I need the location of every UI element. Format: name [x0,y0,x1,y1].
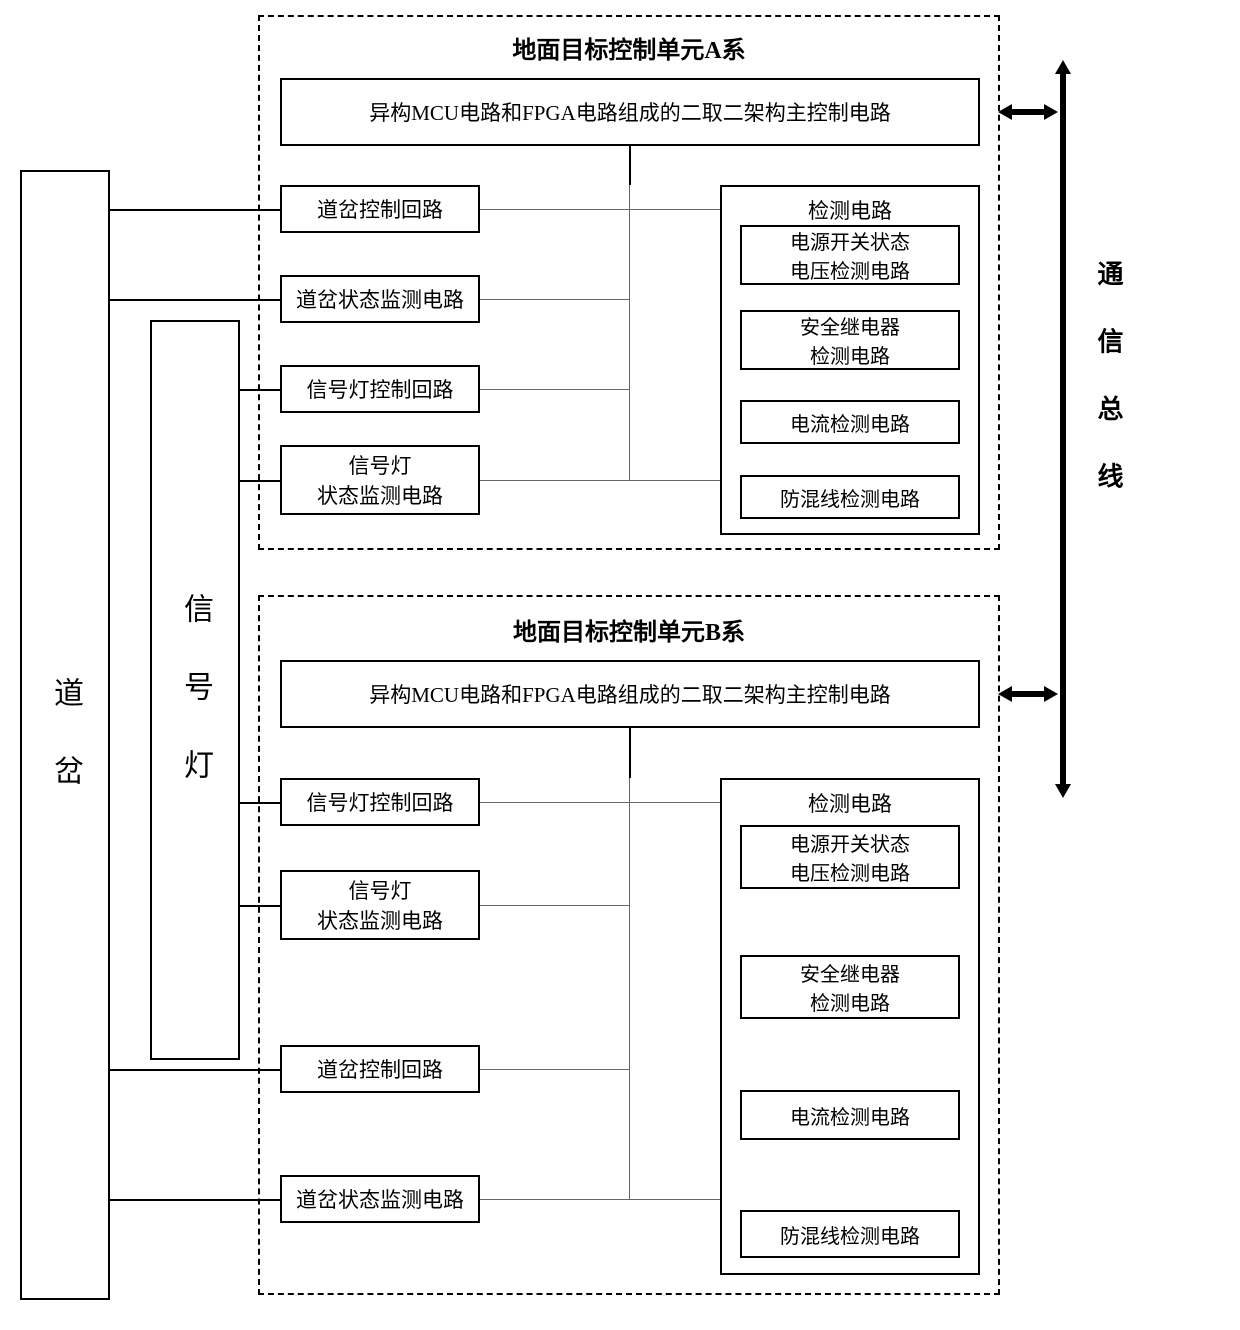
unit-b-block-3: 道岔状态监测电路 [280,1175,480,1223]
unit-a-block-2: 信号灯控制回路 [280,365,480,413]
conn-signal-a3 [240,480,280,482]
unit-b-main-ctrl: 异构MCU电路和FPGA电路组成的二取二架构主控制电路 [280,660,980,728]
conn-switch-a1 [110,299,280,301]
switch-label: 道 岔 [43,677,87,794]
unit-b-block-0: 信号灯控制回路 [280,778,480,826]
unit-b-detect-3-text: 防混线检测电路 [780,1220,920,1249]
unit-a-detect-0-text: 电源开关状态 电压检测电路 [790,226,910,284]
unit-a-detect-3: 防混线检测电路 [740,475,960,519]
conn-b-b2 [480,1069,630,1070]
conn-b-b3 [480,1199,720,1200]
unit-b-block-2-text: 道岔控制回路 [317,1054,443,1084]
unit-b-main-vline [629,728,631,778]
unit-a-block-3-text: 信号灯 状态监测电路 [317,450,443,510]
conn-b-b0 [480,802,720,803]
unit-a-block-0: 道岔控制回路 [280,185,480,233]
conn-a-b1 [480,299,630,300]
unit-a-detect-2-text: 电流检测电路 [790,408,910,437]
bus-b-arrow-body [1010,691,1046,697]
unit-a-detect-3-text: 防混线检测电路 [780,483,920,512]
unit-b-detect-0-text: 电源开关状态 电压检测电路 [790,828,910,886]
unit-b-block-2: 道岔控制回路 [280,1045,480,1093]
unit-b-block-1-text: 信号灯 状态监测电路 [317,875,443,935]
unit-a-detect-1-text: 安全继电器 检测电路 [800,311,900,369]
bus-label: 通 信 总 线 [1090,260,1127,497]
unit-a-block-0-text: 道岔控制回路 [317,194,443,224]
unit-a-block-1: 道岔状态监测电路 [280,275,480,323]
unit-b-title: 地面目标控制单元B系 [258,612,1000,647]
conn-switch-a0 [110,209,280,211]
unit-b-detect-2-text: 电流检测电路 [790,1101,910,1130]
unit-b-block-0-text: 信号灯控制回路 [307,787,454,817]
unit-b-detect-title: 检测电路 [808,788,892,818]
unit-a-detect-title: 检测电路 [808,195,892,225]
conn-switch-b2 [110,1069,280,1071]
unit-b-detect-1-text: 安全继电器 检测电路 [800,958,900,1016]
unit-a-block-2-text: 信号灯控制回路 [307,374,454,404]
unit-a-detect-0: 电源开关状态 电压检测电路 [740,225,960,285]
conn-signal-a2 [240,389,280,391]
unit-a-detect-2: 电流检测电路 [740,400,960,444]
conn-a-b0 [480,209,720,210]
unit-b-detect-3: 防混线检测电路 [740,1210,960,1258]
unit-b-block-1: 信号灯 状态监测电路 [280,870,480,940]
unit-b-detect-1: 安全继电器 检测电路 [740,955,960,1019]
signal-label: 信 号 灯 [173,593,217,788]
bus-b-arrow-right-icon [1044,686,1058,702]
unit-b-block-3-text: 道岔状态监测电路 [296,1184,464,1214]
bus-a-arrow-right-icon [1044,104,1058,120]
conn-b-b1 [480,905,630,906]
unit-a-title: 地面目标控制单元A系 [258,30,1000,65]
unit-a-detect-1: 安全继电器 检测电路 [740,310,960,370]
bus-vert-body [1060,73,1066,785]
conn-a-b3 [480,480,720,481]
unit-a-center-vline [629,185,630,480]
conn-a-b2 [480,389,630,390]
unit-b-detect-0: 电源开关状态 电压检测电路 [740,825,960,889]
unit-b-detect-2: 电流检测电路 [740,1090,960,1140]
conn-signal-b1 [240,905,280,907]
bus-arrow-down-icon [1055,784,1071,798]
bus-arrow-up-icon [1055,60,1071,74]
unit-a-main-vline [629,146,631,185]
conn-switch-b3 [110,1199,280,1201]
unit-a-block-1-text: 道岔状态监测电路 [296,284,464,314]
signal-box: 信 号 灯 [150,320,240,1060]
unit-b-main-ctrl-text: 异构MCU电路和FPGA电路组成的二取二架构主控制电路 [369,679,891,709]
switch-box: 道 岔 [20,170,110,1300]
unit-b-center-vline [629,778,630,1199]
unit-a-block-3: 信号灯 状态监测电路 [280,445,480,515]
unit-a-main-ctrl-text: 异构MCU电路和FPGA电路组成的二取二架构主控制电路 [369,97,891,127]
bus-a-arrow-body [1010,109,1046,115]
conn-signal-b0 [240,802,280,804]
unit-a-main-ctrl: 异构MCU电路和FPGA电路组成的二取二架构主控制电路 [280,78,980,146]
